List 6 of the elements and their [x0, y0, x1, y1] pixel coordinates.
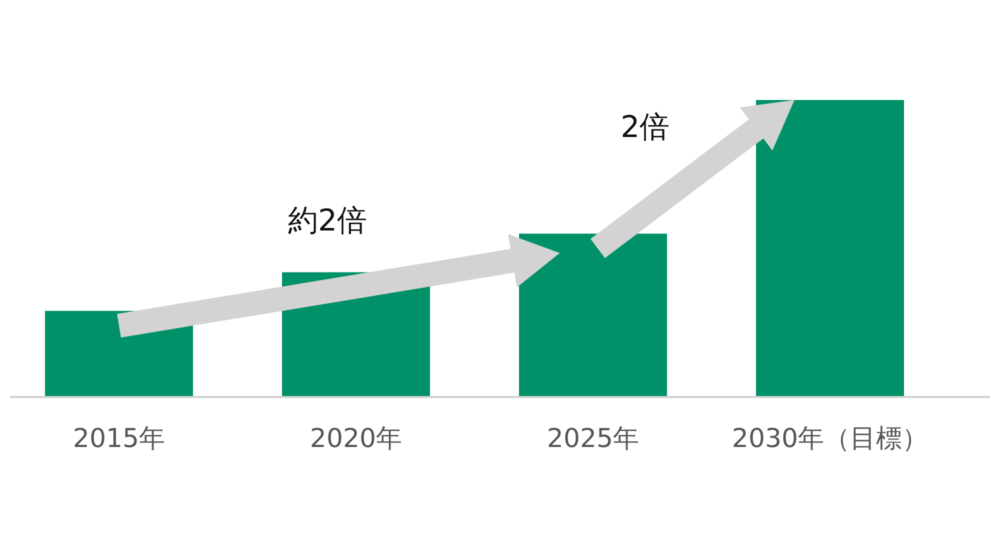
x-tick-label: 2020年 — [310, 424, 402, 454]
x-tick-label: 2030年（目標） — [732, 424, 928, 454]
x-tick-label: 2025年 — [546, 424, 640, 454]
x-tick-label: 2015年 — [72, 424, 166, 454]
annotation: 約2倍 — [288, 204, 368, 239]
annotation: 2倍 — [620, 110, 670, 146]
